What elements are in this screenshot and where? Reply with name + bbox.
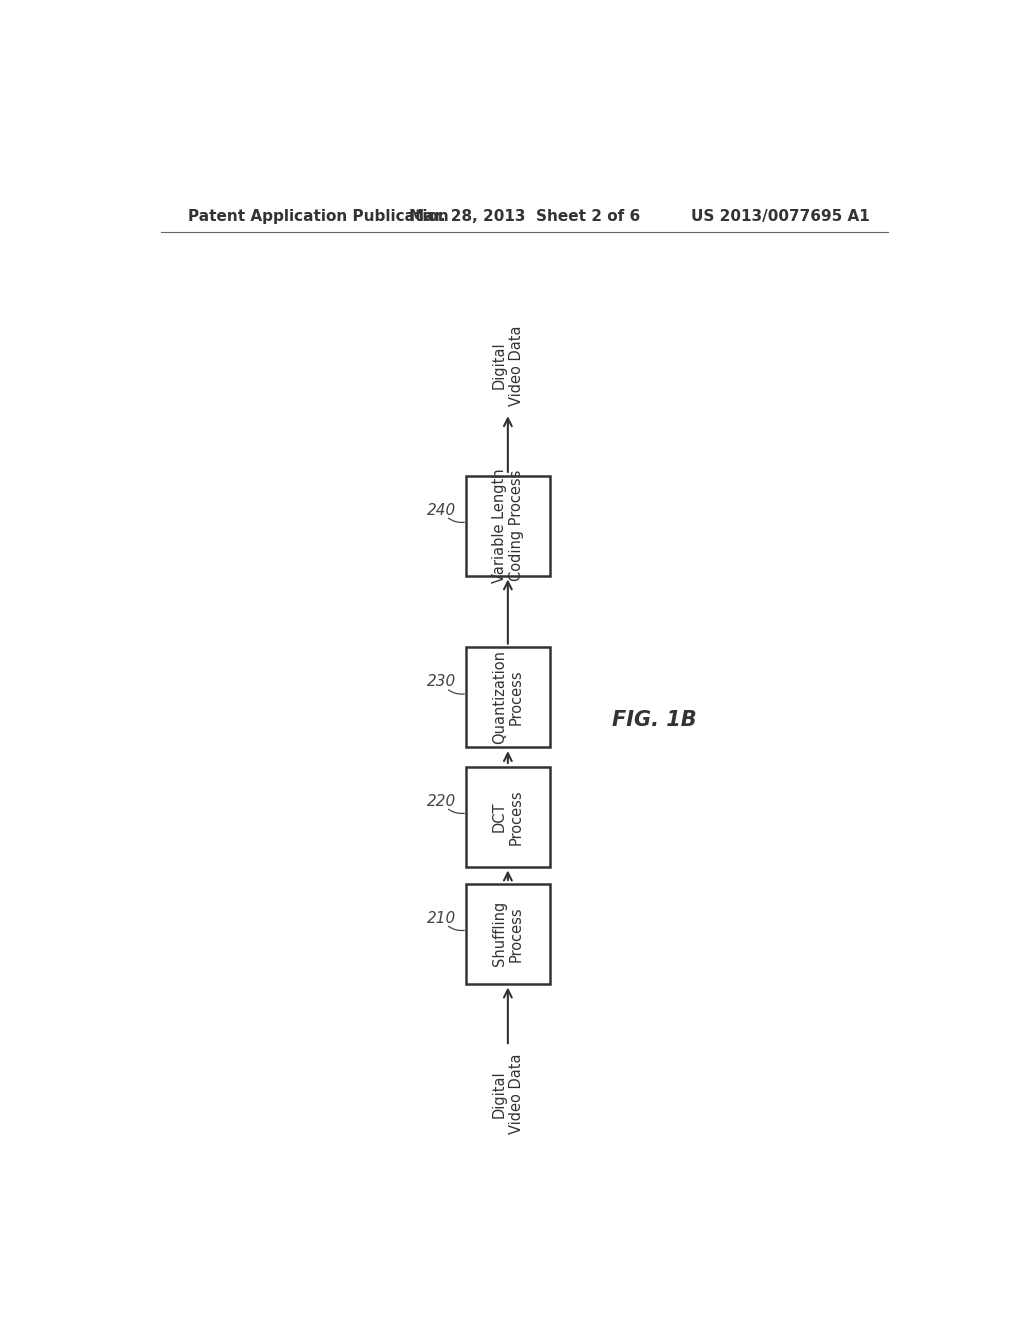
Text: US 2013/0077695 A1: US 2013/0077695 A1: [691, 209, 869, 223]
FancyArrowPatch shape: [449, 690, 464, 694]
Bar: [466, 767, 550, 867]
Text: FIG. 1B: FIG. 1B: [611, 710, 696, 730]
Bar: [466, 884, 550, 983]
Text: 230: 230: [427, 675, 457, 689]
FancyArrowPatch shape: [449, 809, 464, 813]
Text: Variable Length
Coding Process: Variable Length Coding Process: [492, 469, 524, 583]
Text: 220: 220: [427, 793, 457, 809]
Text: Patent Application Publication: Patent Application Publication: [188, 209, 450, 223]
Bar: [466, 647, 550, 747]
FancyArrowPatch shape: [449, 927, 464, 931]
Text: 210: 210: [427, 911, 457, 925]
Text: Mar. 28, 2013  Sheet 2 of 6: Mar. 28, 2013 Sheet 2 of 6: [410, 209, 640, 223]
Text: Digital
Video Data: Digital Video Data: [492, 325, 524, 405]
Text: 240: 240: [427, 503, 457, 517]
Text: DCT
Process: DCT Process: [492, 789, 524, 845]
Text: Shuffling
Process: Shuffling Process: [492, 902, 524, 966]
FancyArrowPatch shape: [449, 519, 464, 523]
Text: Digital
Video Data: Digital Video Data: [492, 1053, 524, 1134]
Bar: [466, 475, 550, 576]
Text: Quantization
Process: Quantization Process: [492, 651, 524, 744]
